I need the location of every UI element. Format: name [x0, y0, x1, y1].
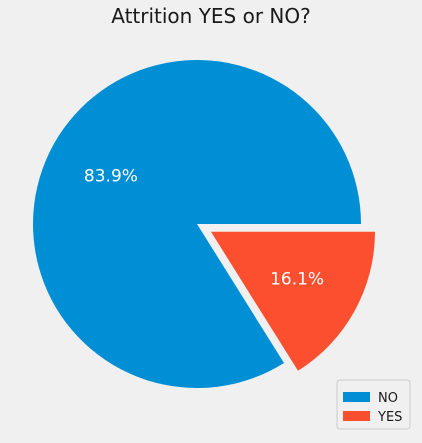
pie-slice-no: [32, 60, 362, 389]
pie-slices: [32, 60, 375, 389]
legend-swatch-yes: [343, 411, 370, 421]
legend-label-yes: YES: [377, 410, 402, 425]
legend: NO YES: [336, 379, 411, 430]
pie-slice-labels: 83.9% 16.1%: [84, 166, 324, 289]
legend-label-no: NO: [378, 391, 398, 406]
chart-title: Attrition YES or NO?: [111, 4, 311, 28]
legend-swatch-no: [343, 392, 370, 402]
pie-label-yes: 16.1%: [270, 269, 324, 289]
pie-label-no: 83.9%: [84, 166, 138, 186]
pie-slice-yes: [210, 231, 375, 371]
